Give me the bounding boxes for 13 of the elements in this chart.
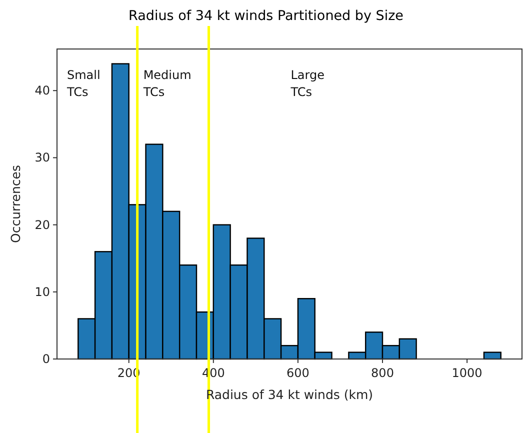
x-tick-label: 1000 [452, 366, 482, 380]
y-tick-label: 0 [42, 352, 50, 366]
y-tick-label: 30 [34, 150, 50, 165]
y-axis-title: Occurrences [8, 165, 23, 243]
x-tick-label: 600 [286, 366, 310, 380]
y-tick-label: 10 [34, 284, 50, 299]
annotation: Large TCs [290, 68, 325, 99]
annotation: Medium TCs [142, 68, 192, 99]
y-tick-label: 20 [34, 218, 50, 232]
chart-title: Radius of 34 kt winds Partitioned by Size [128, 8, 404, 24]
y-tick-label: 40 [34, 84, 50, 98]
x-tick-label: 800 [371, 366, 394, 380]
annotation: Small TCs [66, 68, 100, 99]
